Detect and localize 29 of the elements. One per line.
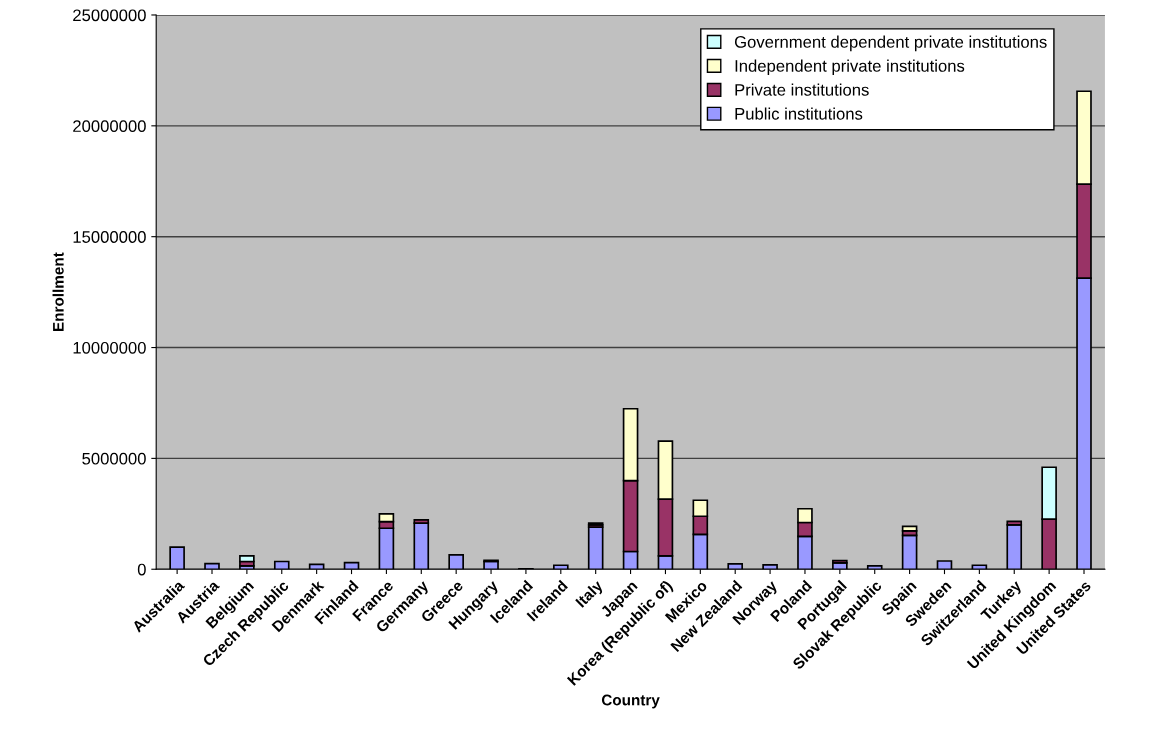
y-tick-label: 25000000 bbox=[73, 9, 146, 22]
bar bbox=[866, 565, 883, 570]
x-axis-title: Country bbox=[601, 694, 660, 709]
bar bbox=[552, 564, 569, 570]
bar bbox=[762, 563, 778, 570]
y-tick-label: 15000000 bbox=[73, 231, 146, 243]
bar bbox=[343, 561, 360, 570]
bar bbox=[971, 564, 988, 570]
bar bbox=[936, 560, 953, 570]
legend-label: Government dependent private institutions bbox=[734, 35, 1047, 52]
bar bbox=[587, 526, 604, 570]
bar bbox=[413, 522, 430, 570]
bar bbox=[1006, 524, 1023, 570]
bar bbox=[901, 534, 918, 570]
legend-label: Private institutions bbox=[735, 83, 869, 96]
y-tick-label: 10000000 bbox=[73, 341, 146, 354]
bar bbox=[901, 525, 918, 532]
legend-label: Independent private institutions bbox=[735, 59, 965, 76]
legend-label: Public institutions bbox=[735, 107, 863, 120]
y-tick-label: 5000000 bbox=[82, 452, 146, 465]
y-tick-label: 20000000 bbox=[73, 120, 146, 133]
bar bbox=[448, 553, 464, 570]
y-tick-label: 0 bbox=[137, 563, 146, 576]
bar bbox=[169, 546, 185, 570]
y-axis-title: Enrollment bbox=[52, 252, 64, 331]
bar bbox=[204, 562, 220, 570]
bar bbox=[273, 560, 290, 570]
bar bbox=[239, 555, 255, 563]
bar bbox=[727, 563, 744, 570]
